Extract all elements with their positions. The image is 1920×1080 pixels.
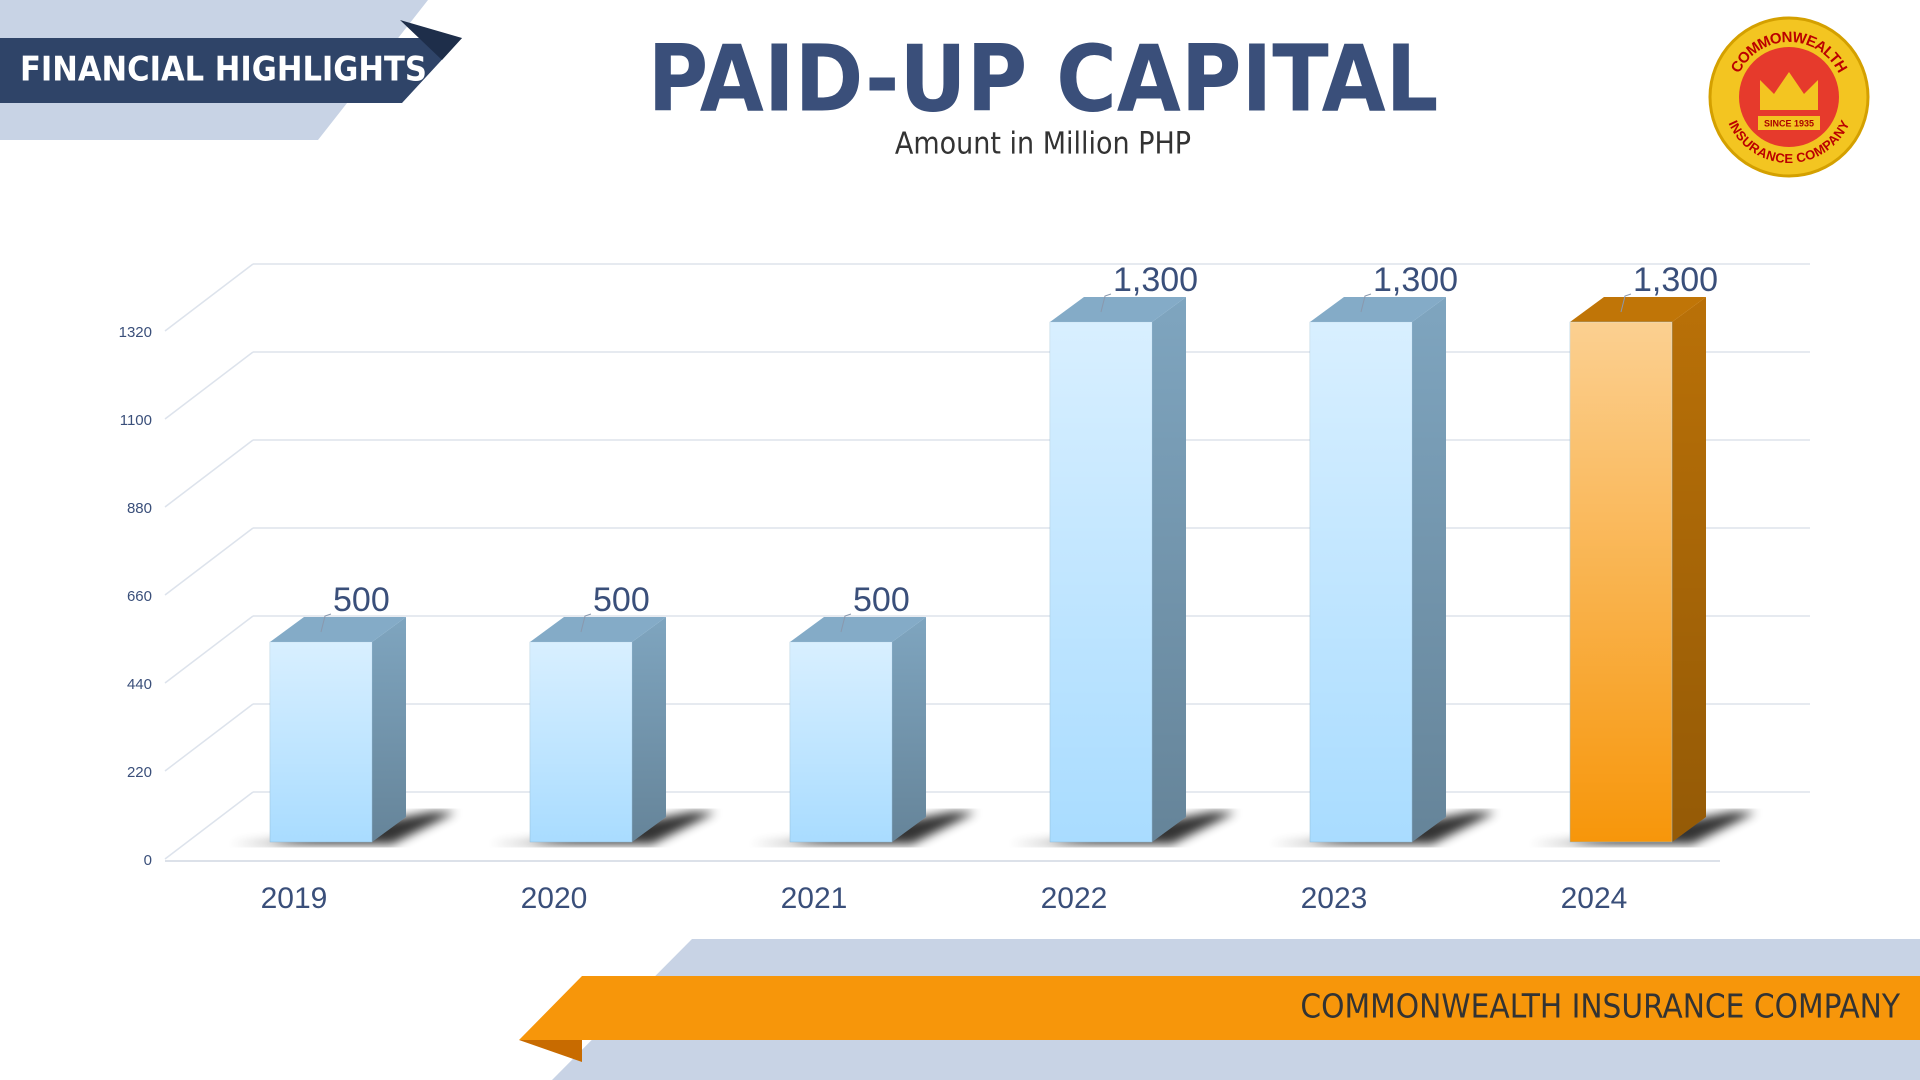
bar-side-shade	[892, 617, 926, 842]
grid-line	[164, 263, 254, 332]
bar-top-shade	[1570, 297, 1706, 322]
y-tick-label: 880	[127, 500, 152, 517]
header-fold	[400, 20, 462, 60]
grid-line	[164, 703, 254, 772]
section-label: FINANCIAL HIGHLIGHTS	[20, 50, 427, 90]
footer-banner	[519, 976, 1920, 1040]
bar-top-shade	[790, 617, 926, 642]
bar-side-shade	[372, 617, 406, 842]
bar-shade	[530, 642, 632, 842]
grid-line	[164, 351, 254, 420]
label-leader	[840, 613, 852, 633]
x-tick-label: 2022	[1041, 882, 1108, 915]
bar-shade	[270, 642, 372, 842]
logo: SINCE 1935 COMMONWEALTH INSURANCE COMPAN…	[1708, 16, 1870, 178]
x-tick-label: 2021	[781, 882, 848, 915]
y-tick-label: 220	[127, 764, 152, 781]
chart: 0 220 440 660 880 1100 1320 500 2019 500 2020 500 20…	[119, 261, 1810, 915]
bar-top	[790, 617, 926, 642]
bar-side-shade	[1152, 297, 1186, 842]
y-tick-label: 660	[127, 588, 152, 605]
bar-top	[1050, 297, 1186, 322]
label-leader	[1620, 293, 1632, 313]
y-tick-label: 1320	[119, 324, 152, 341]
bar-side-shade	[1672, 297, 1706, 842]
bar-shade	[1310, 322, 1412, 842]
bar-top	[1570, 297, 1706, 322]
bar-top-shade	[1050, 297, 1186, 322]
x-tick-label: 2024	[1561, 882, 1628, 915]
bar-top-shade	[530, 617, 666, 642]
value-label: 1,300	[1113, 261, 1198, 299]
value-label: 500	[853, 581, 910, 619]
label-leader	[580, 613, 592, 633]
label-leader	[1100, 293, 1112, 313]
y-tick-label: 1100	[120, 412, 152, 429]
bar-shade	[1570, 322, 1672, 842]
bar-top	[530, 617, 666, 642]
logo-since: SINCE 1935	[1764, 118, 1814, 128]
header-banner	[0, 38, 462, 103]
grid-line	[164, 615, 254, 684]
value-label: 1,300	[1633, 261, 1718, 299]
value-label: 500	[593, 581, 650, 619]
value-label: 1,300	[1373, 261, 1458, 299]
logo-crown	[1760, 72, 1818, 110]
bar-top	[270, 617, 406, 642]
chart-title: PAID-UP CAPITAL	[648, 25, 1439, 132]
bar-top-shade	[270, 617, 406, 642]
y-tick-label: 440	[127, 676, 152, 693]
x-tick-label: 2020	[521, 882, 588, 915]
grid-line	[164, 527, 254, 596]
logo-ribbon	[1758, 116, 1820, 130]
bar-side-shade	[1412, 297, 1446, 842]
chart-subtitle: Amount in Million PHP	[895, 127, 1191, 162]
bar-side-shade	[632, 617, 666, 842]
label-leader	[320, 613, 332, 633]
label-leader	[1360, 293, 1372, 313]
grid-line	[164, 791, 254, 860]
footer-company: COMMONWEALTH INSURANCE COMPANY	[1300, 987, 1900, 1026]
bar-shade	[1050, 322, 1152, 842]
footer-fold	[519, 1040, 582, 1062]
y-tick-label: 0	[144, 852, 152, 869]
bar-shade	[790, 642, 892, 842]
x-tick-label: 2019	[261, 882, 328, 915]
value-label: 500	[333, 581, 390, 619]
bar-top	[1310, 297, 1446, 322]
bar-top-shade	[1310, 297, 1446, 322]
x-tick-label: 2023	[1301, 882, 1368, 915]
grid-line	[164, 439, 254, 508]
